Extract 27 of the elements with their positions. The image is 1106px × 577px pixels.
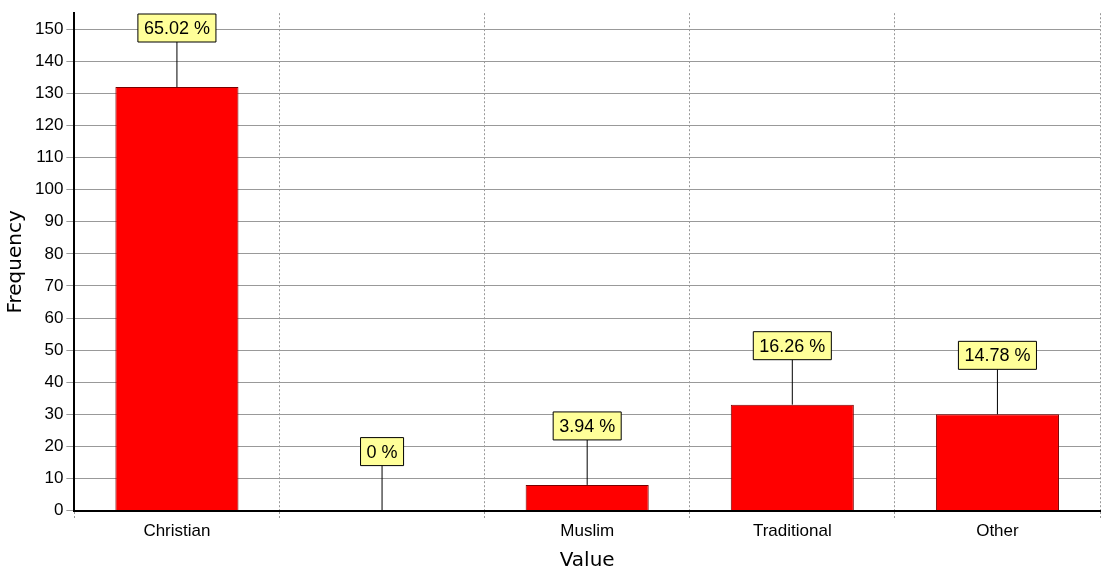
annotation: 65.02 % [143,17,210,38]
x-tick-label: Muslim [560,521,615,541]
y-tick-label: 70 [44,275,64,295]
y-tick-label: 0 [53,500,64,520]
y-tick-label: 140 [34,51,64,71]
y-tick-label: 20 [44,436,64,456]
annotation: 3.94 % [559,415,616,436]
y-tick-label: 130 [34,83,64,103]
y-axis-title: Frequency [2,210,27,314]
y-tick-label: 100 [34,179,64,199]
y-tick-label: 90 [44,211,64,231]
x-tick-label: Other [976,521,1020,541]
annotation: 0 % [366,441,398,462]
y-tick-label: 60 [44,307,64,327]
x-tick-label: Christian [143,521,211,541]
x-axis-title: Value [559,547,615,572]
y-tick-label: 120 [34,115,64,135]
annotation: 14.78 % [964,345,1031,366]
y-tick-label: 50 [44,339,64,359]
y-tick-label: 30 [44,404,64,424]
y-tick-label: 110 [36,147,64,167]
annotation: 16.26 % [759,335,826,356]
y-tick-label: 80 [44,243,64,263]
y-tick-label: 150 [34,18,64,38]
x-tick-label: Traditional [752,521,832,541]
y-tick-label: 40 [44,371,64,391]
y-tick-label: 10 [44,468,64,488]
